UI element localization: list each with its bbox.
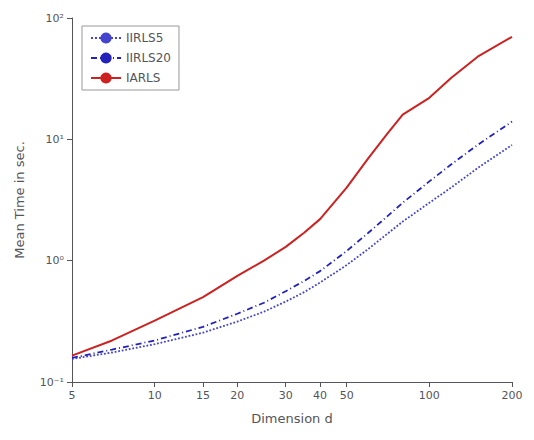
svg-text:20: 20	[230, 389, 244, 402]
svg-text:10²: 10²	[46, 12, 64, 25]
svg-text:10⁻¹: 10⁻¹	[40, 376, 64, 389]
svg-text:IIRLS5: IIRLS5	[126, 31, 163, 45]
svg-text:50: 50	[340, 389, 354, 402]
svg-text:10¹: 10¹	[46, 133, 64, 146]
svg-text:100: 100	[419, 389, 440, 402]
svg-text:200: 200	[502, 389, 523, 402]
svg-text:Mean Time in sec.: Mean Time in sec.	[12, 141, 27, 259]
svg-text:30: 30	[279, 389, 293, 402]
svg-text:10⁰: 10⁰	[46, 254, 65, 267]
svg-text:40: 40	[313, 389, 327, 402]
svg-text:5: 5	[69, 389, 76, 402]
svg-text:15: 15	[196, 389, 210, 402]
svg-text:10: 10	[148, 389, 162, 402]
svg-text:Dimension d: Dimension d	[251, 411, 333, 426]
svg-text:IARLS: IARLS	[126, 71, 160, 85]
svg-text:IIRLS20: IIRLS20	[126, 51, 171, 65]
